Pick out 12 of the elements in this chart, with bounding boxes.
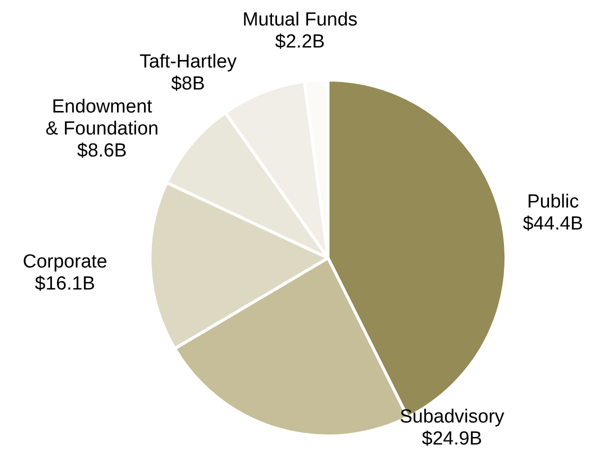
data-label: $8B	[171, 74, 205, 95]
data-label: $24.9B	[422, 428, 482, 450]
slice-label: Public	[527, 192, 579, 213]
data-label: $44.4B	[522, 214, 584, 235]
slice-label: Mutual Funds	[242, 10, 358, 31]
slice-label: Taft-Hartley	[139, 52, 238, 73]
slice-label: Endowment & Foundation	[45, 96, 159, 140]
data-label: $16.1B	[34, 274, 96, 295]
data-label: $2.2B	[275, 32, 325, 53]
slice-label: Corporate	[22, 252, 108, 273]
data-label: $8.6B	[77, 140, 127, 162]
slice-label: Subadvisory	[400, 406, 505, 428]
